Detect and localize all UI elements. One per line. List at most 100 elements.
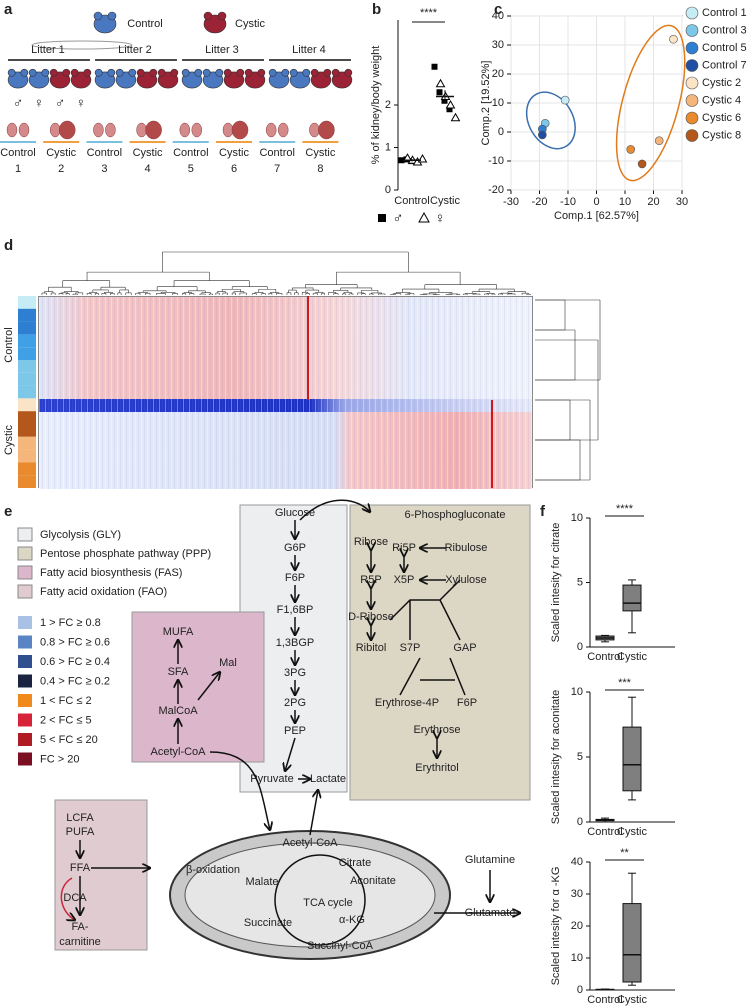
group-number: 5 <box>188 163 194 175</box>
litter-label: Litter 4 <box>292 44 326 56</box>
metabolite: Acetyl-CoA <box>150 746 206 758</box>
row-annotation <box>18 449 36 463</box>
metabolite: R5P <box>360 574 381 586</box>
legend-label: Cystic <box>235 18 265 30</box>
group-number: 3 <box>101 163 107 175</box>
significance: *** <box>618 677 632 689</box>
mouse-ear <box>344 68 353 77</box>
fc-label: 0.4 > FC ≥ 0.2 <box>40 675 110 687</box>
x-tick-label: Cystic <box>617 651 647 663</box>
legend-swatch <box>17 546 33 561</box>
litter-label: Litter 3 <box>205 44 239 56</box>
row-annotation <box>18 398 36 412</box>
y-tick-label: 10 <box>571 686 583 698</box>
mouse-ear <box>70 68 79 77</box>
kidney <box>179 122 191 138</box>
metabolite: Succinyl-CoA <box>307 940 374 952</box>
panel-label: d <box>4 237 13 254</box>
heatmap-row <box>39 386 532 400</box>
point <box>435 78 446 88</box>
metabolite: F1,6BP <box>277 604 314 616</box>
panel-label: f <box>540 503 546 520</box>
mouse-ear <box>136 68 145 77</box>
metabolite: Glutamine <box>465 854 515 866</box>
y-tick-label: 0 <box>577 641 583 653</box>
heatmap-row <box>39 437 532 451</box>
group-label: Control <box>87 147 122 159</box>
legend-swatch <box>17 565 33 580</box>
tca-cycle <box>274 854 366 946</box>
metabolite: G6P <box>284 542 306 554</box>
metabolite: F6P <box>285 572 305 584</box>
row-group-label: Control <box>3 327 15 362</box>
metabolite: Aconitate <box>350 875 396 887</box>
legend-label: Fatty acid biosynthesis (FAS) <box>40 567 182 579</box>
group-label: Control <box>0 147 35 159</box>
legend-label: Control 7 <box>702 59 747 71</box>
kidney <box>318 120 335 140</box>
fc-label: 1 > FC ≥ 0.8 <box>40 617 101 629</box>
arrow <box>197 672 220 701</box>
metabolite: MalCoA <box>158 705 198 717</box>
metabolite: 3PG <box>284 667 306 679</box>
mouse-ear <box>94 68 103 77</box>
kidney <box>58 120 76 140</box>
mouse-ear <box>236 68 245 77</box>
mouse-ear <box>7 68 16 77</box>
kidney <box>49 122 61 138</box>
point <box>436 89 443 96</box>
y-tick-label: 40 <box>492 10 504 22</box>
row-annotation <box>18 308 36 322</box>
legend-marker <box>378 214 386 222</box>
heatmap-row <box>39 309 532 323</box>
point <box>446 106 453 113</box>
kidney <box>6 122 18 138</box>
mouse-ear <box>215 68 224 77</box>
metabolite: Ri5P <box>392 542 416 554</box>
x-tick-label: -20 <box>532 196 548 208</box>
mouse-ear <box>203 11 213 21</box>
metabolite: SFA <box>168 666 189 678</box>
legend-marker <box>685 24 699 37</box>
metabolite: carnitine <box>59 936 101 948</box>
sex-symbol: ♂ <box>55 95 66 111</box>
y-tick-label: 10 <box>571 952 583 964</box>
metabolite: Pyruvate <box>250 773 293 785</box>
y-axis-title: Comp.2 [19.52%] <box>480 61 492 146</box>
sex-symbol: ♀ <box>34 95 45 111</box>
group-label: Cystic <box>46 147 76 159</box>
x-tick-label: Cystic <box>430 195 460 207</box>
mouse-ear <box>41 68 50 77</box>
legend-label: Control <box>127 18 162 30</box>
y-tick-label: 30 <box>492 39 504 51</box>
heatmap-row <box>39 373 532 387</box>
y-tick-label: -10 <box>488 155 504 167</box>
legend-label: Glycolysis (GLY) <box>40 529 121 541</box>
y-tick-label: -20 <box>488 184 504 196</box>
legend-marker <box>418 211 430 223</box>
point <box>431 63 438 70</box>
x-tick-label: 20 <box>647 196 659 208</box>
x-tick-label: Control <box>587 994 622 1006</box>
mouse-ear <box>281 68 290 77</box>
legend-label: Pentose phosphate pathway (PPP) <box>40 548 211 560</box>
point <box>669 34 678 44</box>
kidney <box>93 122 104 138</box>
legend-marker <box>685 6 699 20</box>
group-label: Cystic <box>133 147 163 159</box>
heatmap-row <box>39 297 532 310</box>
legend-marker <box>685 129 699 142</box>
legend-label: Cystic 4 <box>702 94 741 106</box>
mouse-ear <box>257 68 266 77</box>
fc-label: 5 < FC ≤ 20 <box>40 734 98 746</box>
arrow <box>209 751 270 830</box>
fc-swatch <box>18 694 32 707</box>
legend-label: Cystic 8 <box>702 129 741 141</box>
row-annotation <box>18 296 36 309</box>
significance: **** <box>420 7 438 19</box>
heatmap-row <box>39 348 532 361</box>
kidney <box>309 122 320 138</box>
point <box>402 153 413 162</box>
